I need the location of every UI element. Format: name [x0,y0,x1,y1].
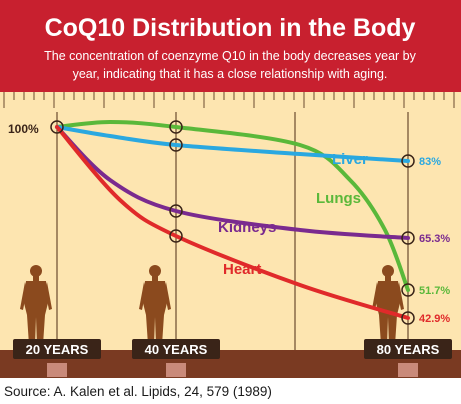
header-banner [0,0,461,92]
series-markers [50,120,415,325]
data-point-liver [169,138,183,152]
end-value-lungs: 51.7% [419,285,450,297]
data-point-lungs [169,120,183,134]
ruler-ticks [3,92,455,108]
series-line-heart [55,125,410,320]
data-point-liver [50,120,64,134]
x-tick-bg [364,339,452,359]
end-value-heart: 42.9% [419,313,450,325]
x-tick-bg [132,339,220,359]
human-figure [139,265,171,345]
series-label-heart: Heart [223,261,261,278]
series-label-lungs: Lungs [316,190,361,207]
human-figures [20,265,404,345]
series-line-liver [55,125,410,163]
data-point-kidneys [169,204,183,218]
x-axis-ticks: 20 YEARS 40 YEARS 80 YEARS [13,339,452,377]
series-lines [55,119,410,320]
end-value-liver: 83% [419,156,441,168]
chart-title: CoQ10 Distribution in the Body [45,14,416,42]
x-tick-label: 80 YEARS [377,342,440,357]
x-tick-accent [47,363,67,377]
data-point-heart [401,311,415,325]
chart-subtitle-line-1: The concentration of coenzyme Q10 in the… [44,49,416,63]
data-point-heart [169,229,183,243]
start-value-label: 100% [8,122,39,136]
series-line-lungs [55,119,410,292]
data-point-lungs [401,283,415,297]
series-label-liver: Liver [332,151,368,168]
x-tick-accent [398,363,418,377]
human-figure [20,265,52,345]
x-tick-bg [13,339,101,359]
data-point-liver [401,154,415,168]
series-label-kidneys: Kidneys [218,219,276,236]
series-labels: Liver Lungs Kidneys Heart 83% 51.7% 65.3% 42.9% [218,151,450,325]
source-citation: Source: A. Kalen et al. Lipids, 24, 579 … [4,384,272,399]
series-line-kidneys [55,125,410,240]
x-tick-accent [166,363,186,377]
x-tick-label: 20 YEARS [26,342,89,357]
end-value-kidneys: 65.3% [419,233,450,245]
data-point-kidneys [401,231,415,245]
x-tick-label: 40 YEARS [145,342,208,357]
chart-subtitle-line-2: year, indicating that it has a close rel… [73,67,388,81]
